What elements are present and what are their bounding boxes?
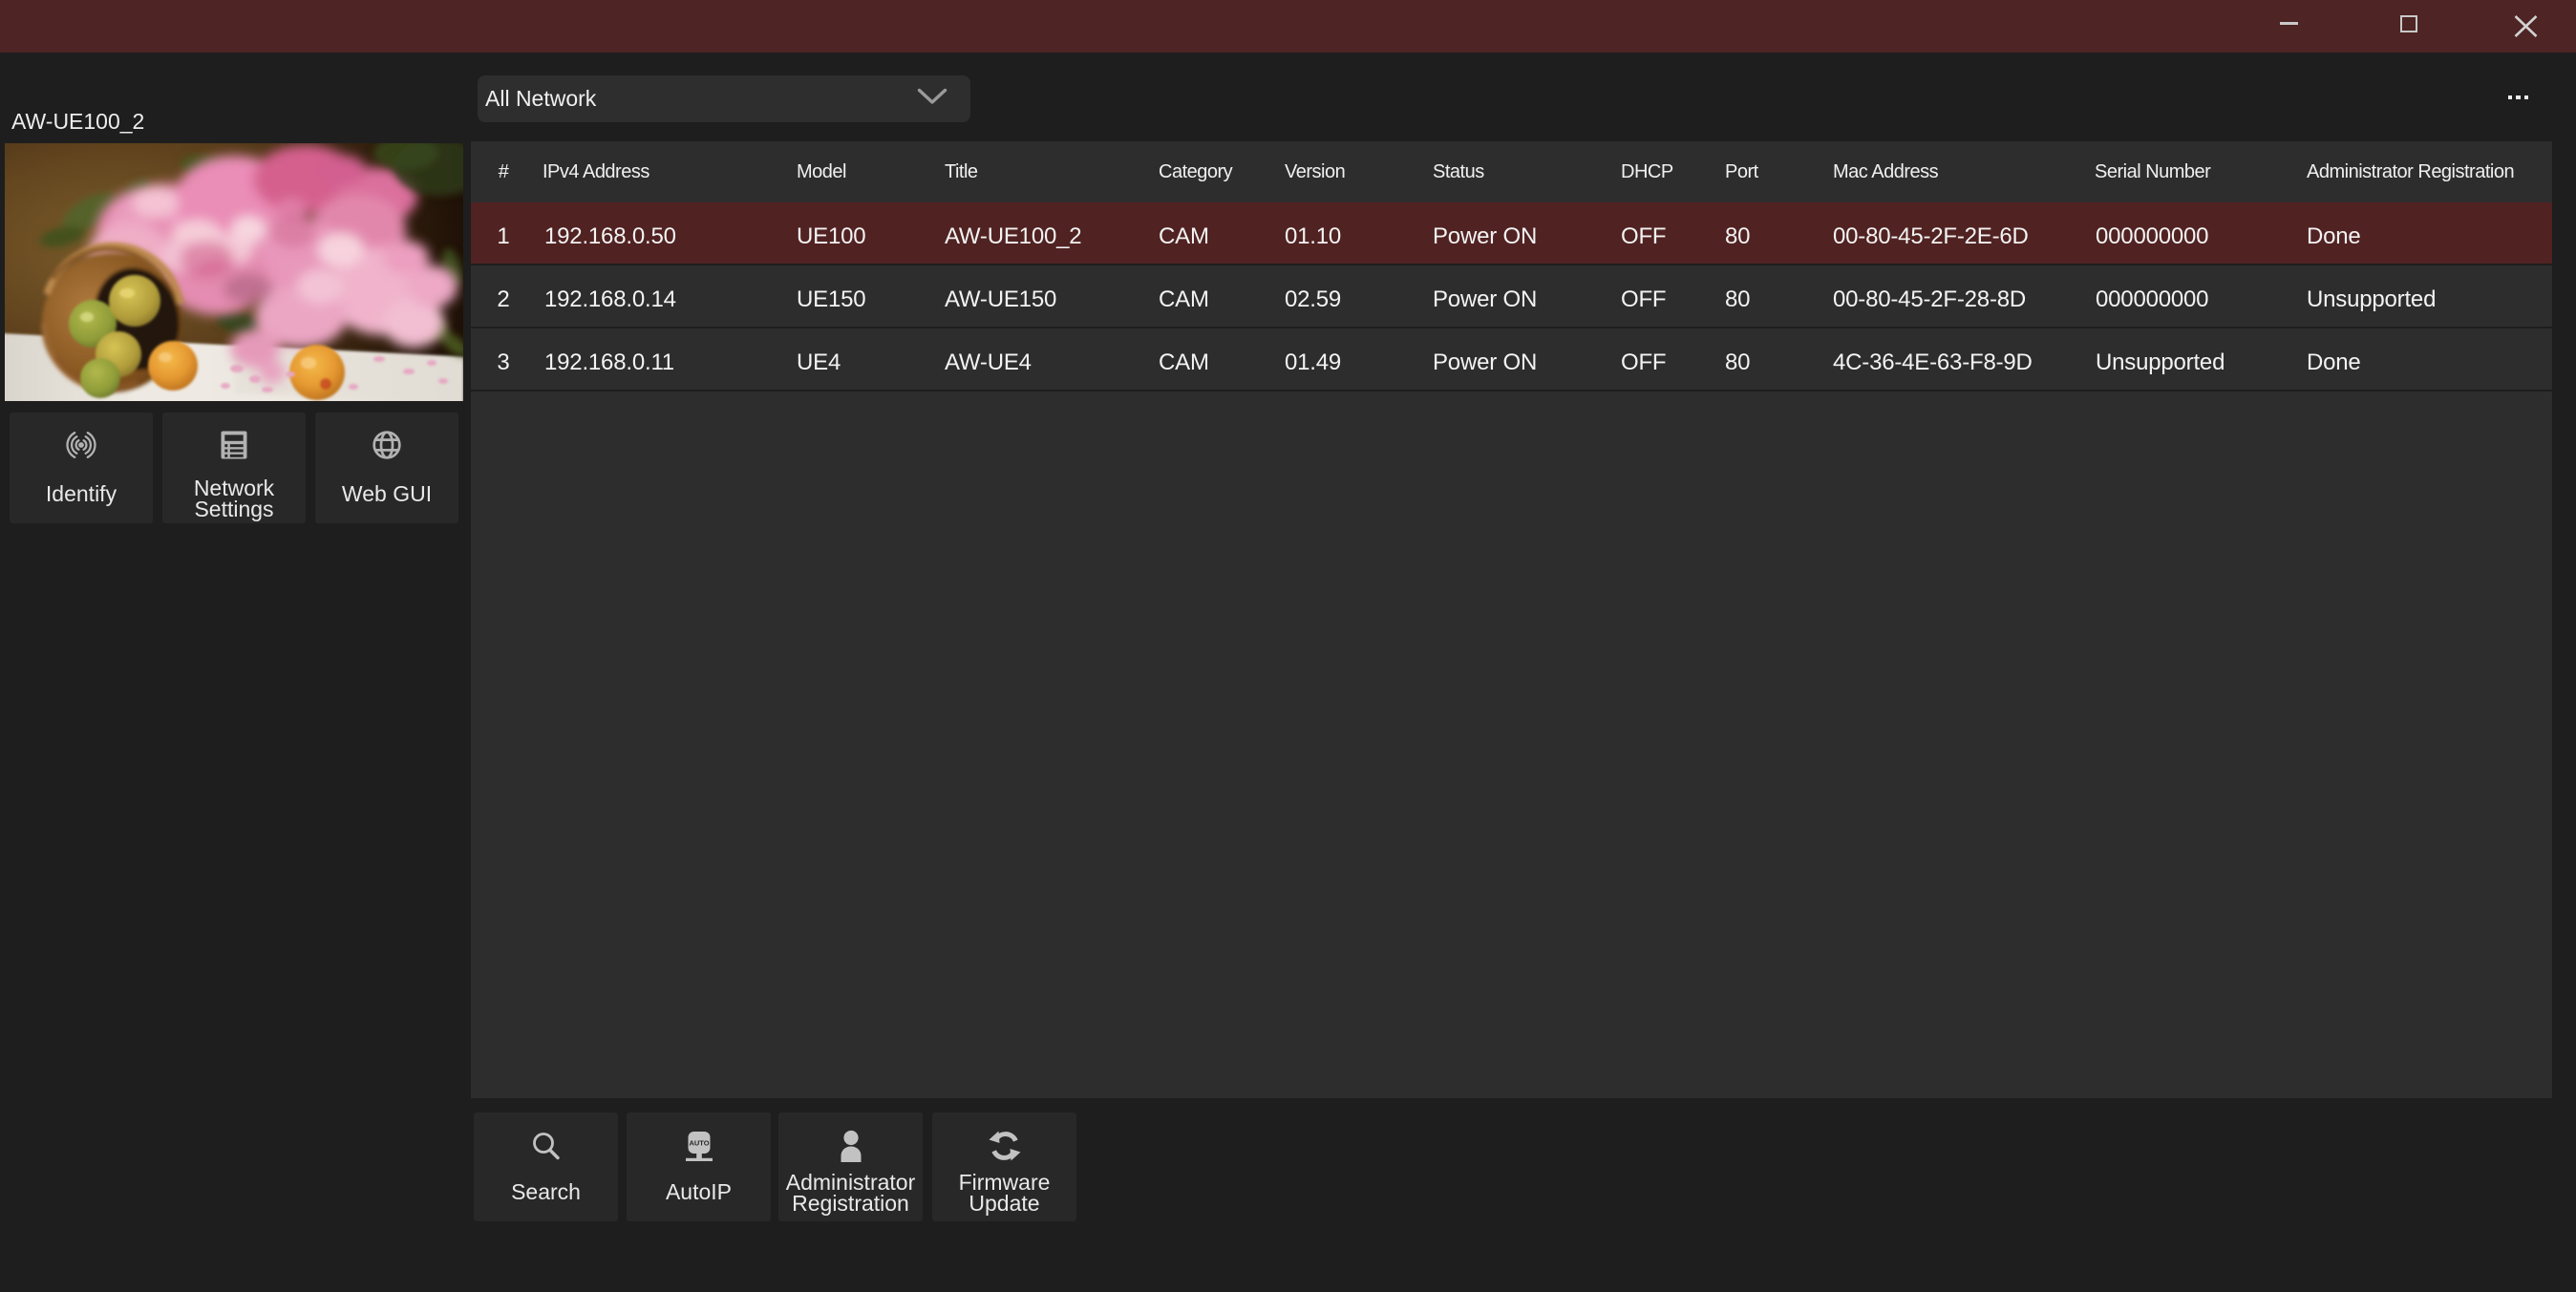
svg-text:AUTO: AUTO [689, 1139, 709, 1148]
